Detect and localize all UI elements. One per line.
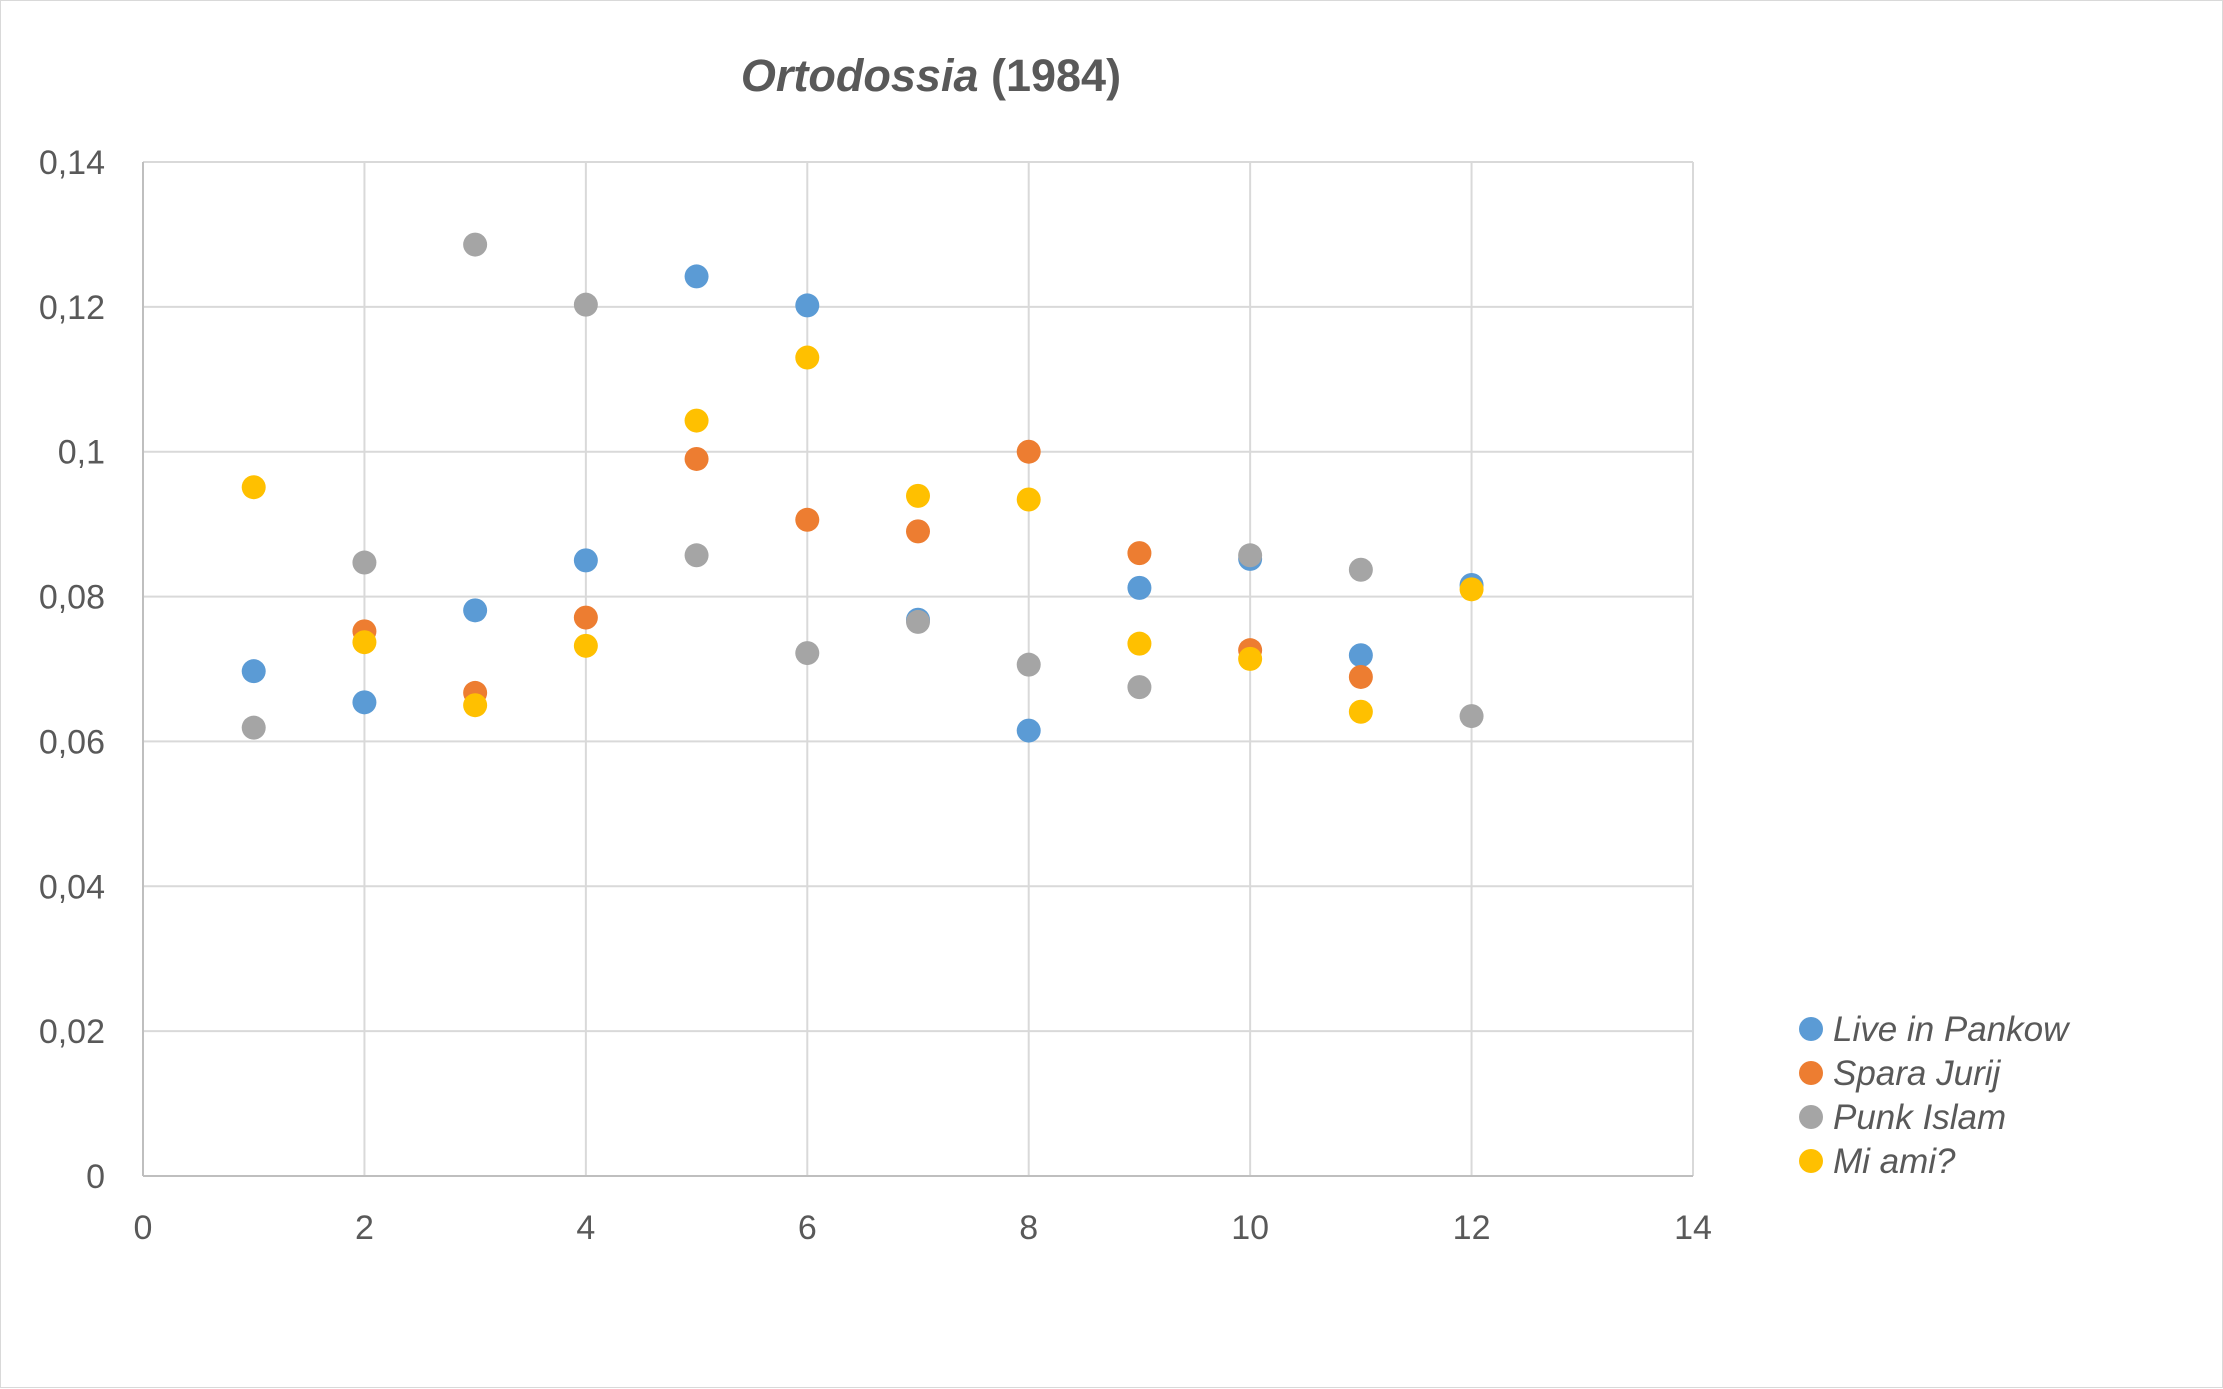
- data-point: [1238, 543, 1263, 568]
- y-tick-label: 0,14: [39, 144, 105, 182]
- data-point: [573, 633, 598, 658]
- data-point: [1348, 699, 1373, 724]
- y-tick-label: 0,1: [58, 434, 105, 472]
- data-point: [463, 693, 488, 718]
- data-point: [684, 264, 709, 289]
- series-3: [241, 345, 1484, 724]
- legend-label: Punk Islam: [1833, 1098, 2006, 1137]
- data-point: [1127, 631, 1152, 656]
- legend-marker: [1799, 1149, 1823, 1173]
- data-point: [241, 715, 266, 740]
- data-point: [1348, 557, 1373, 582]
- x-tick-label: 10: [1231, 1209, 1269, 1247]
- chart-title-rest: (1984): [978, 50, 1121, 101]
- x-tick-label: 2: [355, 1209, 374, 1247]
- legend-label: Mi ami?: [1833, 1142, 1956, 1181]
- data-point: [352, 550, 377, 575]
- data-point: [1238, 646, 1263, 671]
- data-point: [463, 232, 488, 257]
- gridlines: [143, 161, 1694, 1176]
- legend-marker: [1799, 1061, 1823, 1085]
- data-point: [352, 630, 377, 655]
- data-point: [241, 659, 266, 684]
- legend-marker: [1799, 1017, 1823, 1041]
- chart-title-italic: Ortodossia: [741, 50, 979, 101]
- data-point: [1348, 643, 1373, 668]
- series-0: [241, 264, 1484, 743]
- data-point: [1459, 577, 1484, 602]
- data-point: [573, 605, 598, 630]
- y-tick-label: 0,04: [39, 868, 105, 906]
- data-point: [795, 507, 820, 532]
- y-tick-label: 0: [86, 1158, 105, 1196]
- data-point: [1016, 718, 1041, 743]
- x-tick-label: 8: [1019, 1209, 1038, 1247]
- series-1: [352, 439, 1373, 705]
- data-point: [906, 483, 930, 508]
- data-point: [1016, 487, 1041, 512]
- tick-labels: 0 0,02 0,04 0,06 0,08 0,1 0,12 0,14 0 2 4 6 8 10 12 14: [39, 144, 1712, 1247]
- y-tick-label: 0,08: [39, 579, 105, 617]
- x-tick-label: 12: [1453, 1209, 1491, 1247]
- data-point: [463, 598, 488, 623]
- data-point: [684, 543, 709, 568]
- data-point: [795, 641, 820, 666]
- data-point: [906, 519, 930, 544]
- data-point: [1016, 652, 1041, 677]
- x-tick-label: 0: [134, 1209, 153, 1247]
- legend-label: Spara Jurij: [1833, 1054, 2002, 1093]
- legend: Live in Pankow Spara Jurij Punk Islam Mi am…: [1799, 1010, 2071, 1181]
- y-tick-label: 0,06: [39, 723, 105, 761]
- data-point: [1127, 675, 1152, 700]
- series-2: [241, 232, 1484, 740]
- y-tick-label: 0,12: [39, 289, 105, 327]
- data-point: [1127, 575, 1152, 600]
- legend-label: Live in Pankow: [1833, 1010, 2071, 1049]
- data-point: [573, 292, 598, 317]
- y-tick-label: 0,02: [39, 1013, 105, 1051]
- data-point: [795, 345, 820, 370]
- chart-title: Ortodossia (1984): [741, 50, 1121, 101]
- data-point: [573, 548, 598, 573]
- x-tick-label: 14: [1674, 1209, 1712, 1247]
- legend-marker: [1799, 1105, 1823, 1129]
- data-points: [241, 232, 1484, 743]
- data-point: [352, 690, 377, 715]
- data-point: [1459, 704, 1484, 729]
- data-point: [1348, 664, 1373, 689]
- data-point: [1016, 439, 1041, 464]
- data-point: [906, 609, 930, 634]
- x-tick-label: 4: [576, 1209, 595, 1247]
- data-point: [684, 408, 709, 433]
- data-point: [795, 293, 820, 318]
- x-tick-label: 6: [798, 1209, 817, 1247]
- data-point: [684, 446, 709, 471]
- axes: [142, 162, 1693, 1177]
- data-point: [241, 475, 266, 500]
- data-point: [1127, 541, 1152, 566]
